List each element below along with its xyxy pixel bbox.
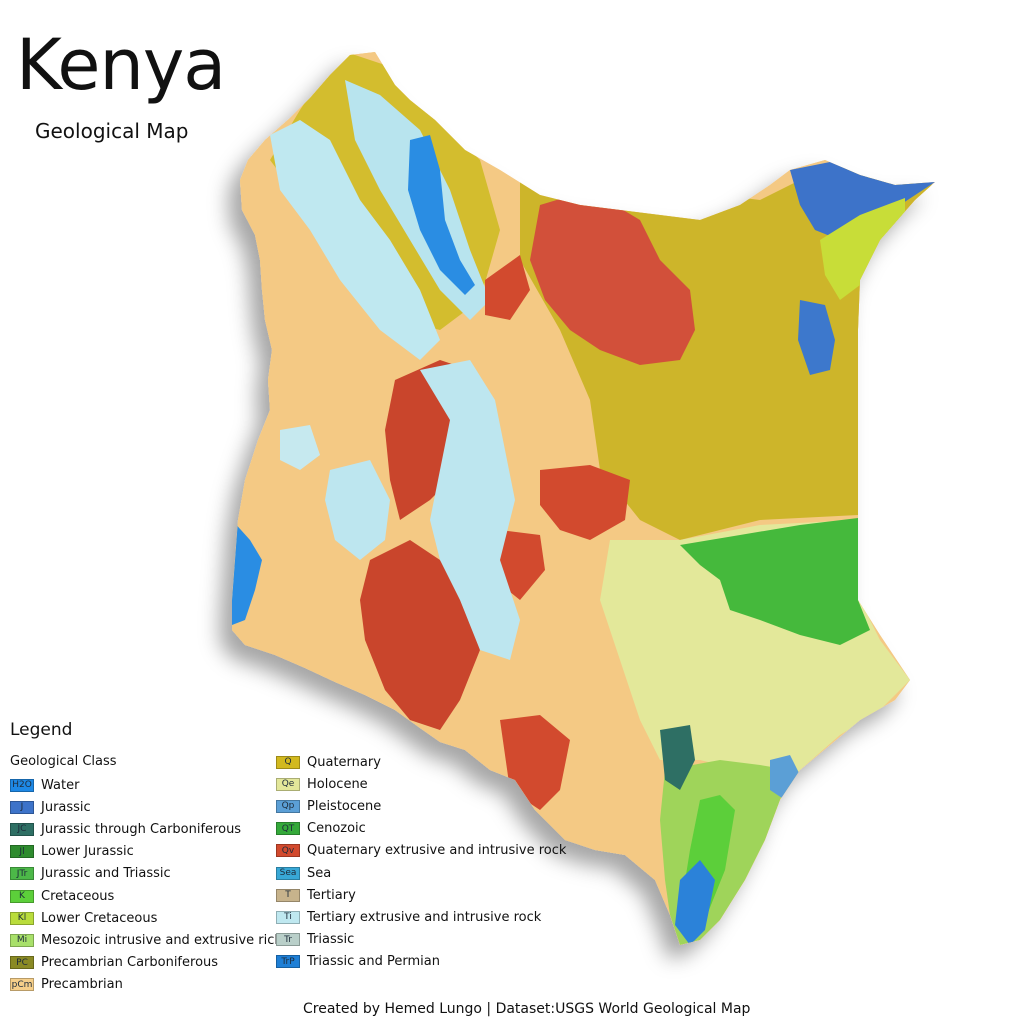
credit-line: Created by Hemed Lungo | Dataset:USGS Wo… <box>303 1001 751 1017</box>
legend-item-water: H2O Water <box>10 774 282 796</box>
region-jurassic-ne2 <box>798 300 835 375</box>
legend-column-2: Q Quaternary Qe Holocene Qp Pleistocene QT C… <box>276 751 566 973</box>
legend-item-lower-jurassic: Jl Lower Jurassic <box>10 841 282 863</box>
legend-label: Cenozoic <box>307 821 366 837</box>
legend-label: Pleistocene <box>307 798 382 814</box>
legend-label: Tertiary extrusive and intrusive rock <box>307 909 542 925</box>
lake-turkana <box>408 135 475 295</box>
legend-swatch: Ti <box>276 910 300 924</box>
region-jurassic-carboniferous <box>660 725 695 790</box>
legend-swatch: J <box>10 800 34 814</box>
legend-swatch: Qp <box>276 799 300 813</box>
legend-swatch: T <box>276 888 300 902</box>
legend-label: Precambrian Carboniferous <box>41 955 219 971</box>
legend-item-holocene: Qe Holocene <box>276 773 566 795</box>
legend-item-sea: Sea Sea <box>276 862 566 884</box>
legend-item-cenozoic: QT Cenozoic <box>276 818 566 840</box>
legend-label: Triassic and Permian <box>307 954 440 970</box>
legend-swatch: H2O <box>10 778 34 792</box>
region-tertiary-elgon <box>280 425 320 470</box>
legend-label: Triassic <box>307 932 355 948</box>
legend-label: Water <box>41 777 80 793</box>
legend-item-jurassic-carboniferous: JC Jurassic through Carboniferous <box>10 818 282 840</box>
legend-swatch: Qe <box>276 777 300 791</box>
legend-item-triassic: Tr Triassic <box>276 929 566 951</box>
legend-item-tertiary-extrusive: Ti Tertiary extrusive and intrusive rock <box>276 906 566 928</box>
legend-swatch: K <box>10 889 34 903</box>
region-volcanic-n2 <box>485 255 530 320</box>
legend-swatch: Sea <box>276 866 300 880</box>
legend-class-label: Geological Class <box>10 754 117 769</box>
legend-item-triassic-permian: TrP Triassic and Permian <box>276 951 566 973</box>
legend-item-pleistocene: Qp Pleistocene <box>276 795 566 817</box>
region-tertiary-extrusive-n <box>270 120 440 360</box>
legend-swatch: JC <box>10 822 34 836</box>
region-volcanic-rift-s <box>360 540 480 730</box>
legend-label: Precambrian <box>41 977 123 993</box>
region-volcanic-kenya <box>540 465 630 540</box>
legend-label: Sea <box>307 865 332 881</box>
legend-label: Jurassic <box>41 799 91 815</box>
legend-label: Quaternary <box>307 754 381 770</box>
legend-item-quaternary: Q Quaternary <box>276 751 566 773</box>
legend-column-1: H2O Water J Jurassic JC Jurassic through Ca… <box>10 774 282 996</box>
legend-label: Cretaceous <box>41 888 115 904</box>
region-volcanic-marsabit <box>530 190 695 365</box>
legend-label: Jurassic and Triassic <box>41 866 171 882</box>
map-title: Kenya <box>16 24 226 106</box>
legend-label: Quaternary extrusive and intrusive rock <box>307 843 567 859</box>
legend-item-tertiary: T Tertiary <box>276 884 566 906</box>
legend-item-jurassic-triassic: JTr Jurassic and Triassic <box>10 863 282 885</box>
legend-swatch: Mi <box>10 933 34 947</box>
legend-swatch: Q <box>276 755 300 769</box>
legend-swatch: PC <box>10 956 34 970</box>
region-tertiary-extrusive-rift <box>420 360 520 660</box>
legend-item-cretaceous: K Cretaceous <box>10 885 282 907</box>
legend-item-quaternary-extrusive: Qv Quaternary extrusive and intrusive roc… <box>276 840 566 862</box>
legend-item-precambrian-carboniferous: PC Precambrian Carboniferous <box>10 952 282 974</box>
legend-label: Tertiary <box>307 887 356 903</box>
map-subtitle: Geological Map <box>35 119 189 143</box>
region-triassic-permian <box>675 860 715 945</box>
legend-item-mesozoic-intrusive: Mi Mesozoic intrusive and extrusive rick <box>10 929 282 951</box>
legend-label: Holocene <box>307 776 368 792</box>
legend-swatch: TrP <box>276 955 300 969</box>
legend-swatch: Kl <box>10 911 34 925</box>
legend-label: Mesozoic intrusive and extrusive rick <box>41 932 282 948</box>
legend-label: Jurassic through Carboniferous <box>41 821 242 837</box>
legend-item-jurassic: J Jurassic <box>10 796 282 818</box>
legend-swatch: JTr <box>10 867 34 881</box>
legend-item-lower-cretaceous: Kl Lower Cretaceous <box>10 907 282 929</box>
region-cenozoic <box>680 518 870 645</box>
legend-label: Lower Cretaceous <box>41 910 158 926</box>
legend-swatch: pCm <box>10 978 34 992</box>
region-tertiary-extrusive-w <box>325 460 390 560</box>
legend-swatch: QT <box>276 822 300 836</box>
legend-label: Lower Jurassic <box>41 844 134 860</box>
region-pleistocene-coast <box>770 755 800 800</box>
legend-swatch: Qv <box>276 844 300 858</box>
legend-heading: Legend <box>10 720 73 740</box>
legend-swatch: Jl <box>10 845 34 859</box>
legend-swatch: Tr <box>276 933 300 947</box>
region-lower-cretaceous-ne <box>820 198 905 300</box>
legend-item-precambrian: pCm Precambrian <box>10 974 282 996</box>
lake-victoria <box>232 520 262 625</box>
